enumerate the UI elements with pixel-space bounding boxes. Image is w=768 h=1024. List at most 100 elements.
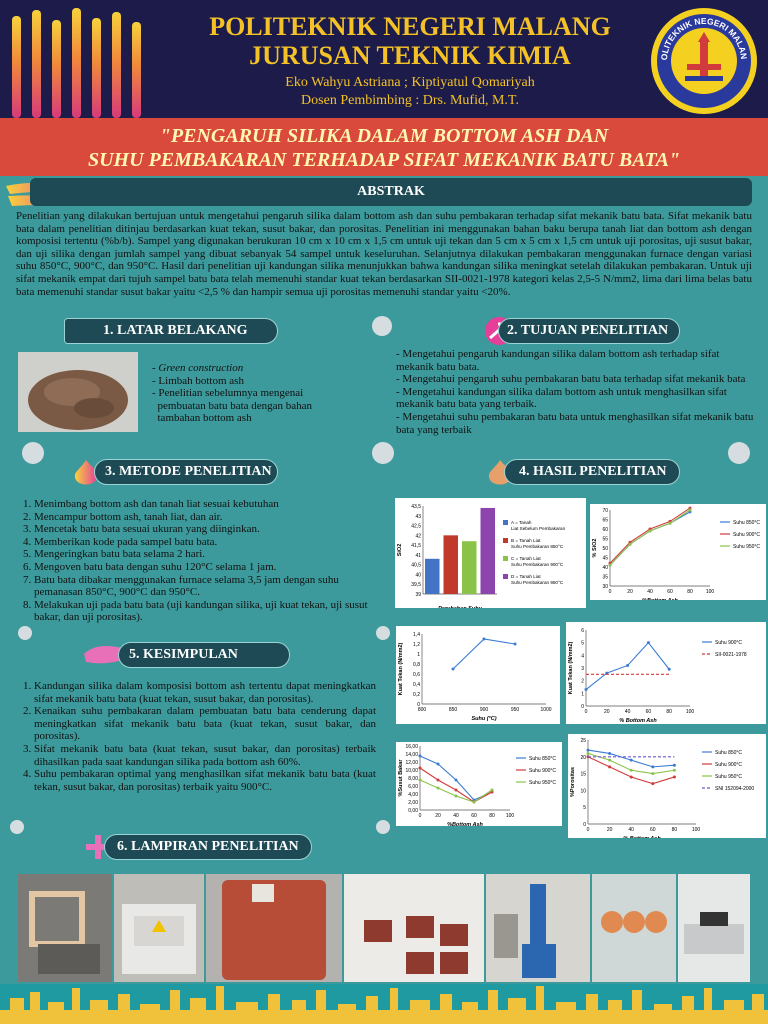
x-axis-label: %Bottom Ash bbox=[447, 822, 483, 826]
series-line bbox=[587, 749, 675, 768]
advisor: Dosen Pembimbing : Drs. Mufid, M.T. bbox=[301, 93, 519, 108]
tujuan-heading-text: 2. TUJUAN PENELITIAN bbox=[507, 323, 669, 338]
chart-silika-bar: 43,5 43 42,5 42 41,5 41 40,5 40 39,5 39 SiO2 Peruba… bbox=[397, 504, 566, 612]
series-line bbox=[419, 755, 493, 801]
metode-step: Memberikan kode pada sampel batu bata. bbox=[34, 536, 376, 549]
y-tick-label: 6,00 bbox=[408, 784, 418, 790]
divider-dot bbox=[10, 820, 24, 834]
x-tick-label: 60 bbox=[650, 827, 656, 833]
x-tick-label: 0 bbox=[609, 589, 612, 595]
x-tick-label: 80 bbox=[672, 827, 678, 833]
sample-bricks-photo bbox=[344, 874, 484, 982]
kesimpulan-heading-text: 5. KESIMPULAN bbox=[129, 647, 238, 662]
legend-label: Suhu 900°C bbox=[715, 640, 742, 646]
lampiran-heading: 6. LAMPIRAN PENELITIAN bbox=[104, 834, 312, 860]
data-point bbox=[688, 508, 692, 512]
legend-label: Suhu 900°C bbox=[715, 762, 742, 768]
x-tick-label: 20 bbox=[435, 813, 441, 819]
x-axis-label: % Bottom Ash bbox=[623, 836, 661, 838]
chart-card-sio2: 70 65 60 55 50 45 40 35 30 % SiO2 %Bottom Ash 0 20 40… bbox=[590, 504, 766, 604]
legend-label: Suhu Pembakaran 850°C bbox=[511, 544, 564, 549]
metode-step: Mengoven batu bata dengan suhu 120°C sel… bbox=[34, 561, 376, 574]
x-tick-label: 900 bbox=[480, 707, 489, 713]
lab-equipment-photo bbox=[678, 874, 750, 982]
data-point bbox=[651, 772, 655, 776]
data-point bbox=[482, 637, 486, 641]
y-tick-label: 16,00 bbox=[405, 744, 418, 750]
y-tick-label: 20 bbox=[580, 755, 586, 761]
y-tick-label: 35 bbox=[602, 575, 608, 581]
hasil-heading: 4. HASIL PENELITIAN bbox=[504, 459, 680, 485]
legend-label: A = Tanah bbox=[511, 520, 532, 525]
y-axis-label: Kuat Tekan (N/mm2) bbox=[568, 641, 574, 694]
bar bbox=[425, 558, 440, 594]
y-tick-label: 6 bbox=[581, 628, 584, 634]
data-point bbox=[584, 688, 588, 692]
latar-item: - Penelitian sebelumnya mengenai bbox=[152, 387, 304, 400]
x-axis-label: %Bottom Ash bbox=[642, 598, 678, 600]
y-tick-label: 1 bbox=[417, 652, 420, 658]
data-point bbox=[451, 667, 455, 671]
porosity-samples-photo bbox=[592, 874, 676, 982]
data-point bbox=[586, 748, 590, 752]
y-tick-label: 0 bbox=[581, 704, 584, 710]
data-point bbox=[646, 641, 650, 645]
x-tick-label: 850 bbox=[449, 707, 458, 713]
x-tick-label: 100 bbox=[686, 709, 695, 715]
x-tick-label: 950 bbox=[511, 707, 520, 713]
kesimpulan-heading: 5. KESIMPULAN bbox=[118, 642, 290, 668]
y-tick-label: 10,00 bbox=[405, 768, 418, 774]
kesimpulan-item: Kenaikan suhu pembakaran dalam pembuatan… bbox=[34, 705, 376, 743]
x-tick-label: 40 bbox=[647, 589, 653, 595]
data-point bbox=[629, 758, 633, 762]
legend-label: Suhu 950°C bbox=[529, 780, 556, 786]
x-tick-label: 40 bbox=[628, 827, 634, 833]
data-point bbox=[672, 768, 676, 772]
x-tick-label: 0 bbox=[419, 813, 422, 819]
legend-label: SII-0021-1978 bbox=[715, 652, 747, 658]
legend-label: C = Tanah Liat bbox=[511, 556, 541, 561]
latar-item: tambahan bottom ash bbox=[152, 412, 252, 425]
legend-label: Suhu 900°C bbox=[529, 768, 556, 774]
data-point bbox=[672, 763, 676, 767]
legend-label: Suhu 950°C bbox=[715, 774, 742, 780]
polinema-logo: POLITEKNIK NEGERI MALANG bbox=[649, 6, 757, 114]
y-tick-label: 15 bbox=[580, 772, 586, 778]
kesimpulan-item: Sifat mekanik batu bata (kuat tekan, sus… bbox=[34, 743, 376, 768]
chart-card-susut: 16,00 14,00 12,00 10,00 8,00 6,00 4,00 2,00 0,00… bbox=[396, 742, 562, 828]
latar-item: - Green construction bbox=[152, 362, 244, 374]
x-tick-label: 0 bbox=[587, 827, 590, 833]
y-tick-label: 8,00 bbox=[408, 776, 418, 782]
metode-heading-text: 3. METODE PENELITIAN bbox=[105, 464, 272, 479]
chart-card-porositas: 25 20 15 10 5 0 %Porositas % Bottom Ash 0 20 40 60 8… bbox=[568, 734, 766, 842]
data-point bbox=[672, 775, 676, 779]
divider-dot bbox=[376, 820, 390, 834]
x-axis-label: % Bottom Ash bbox=[619, 718, 657, 724]
lampiran-heading-text: 6. LAMPIRAN PENELITIAN bbox=[117, 839, 299, 854]
data-point bbox=[667, 667, 671, 671]
y-tick-label: 45 bbox=[602, 556, 608, 562]
latar-item: pembuatan batu bata dengan bahan bbox=[152, 399, 313, 412]
x-tick-label: 1000 bbox=[540, 707, 551, 713]
y-tick-label: 12,00 bbox=[405, 760, 418, 766]
y-tick-label: 1,4 bbox=[413, 632, 420, 638]
x-tick-label: 60 bbox=[667, 589, 673, 595]
y-tick-label: 5 bbox=[583, 805, 586, 811]
y-tick-label: 2 bbox=[581, 679, 584, 685]
authors: Eko Wahyu Astriana ; Kiptiyatul Qomariya… bbox=[285, 75, 535, 90]
chart-susut-bakar: 16,00 14,00 12,00 10,00 8,00 6,00 4,00 2,00 0,00… bbox=[398, 744, 556, 828]
x-tick-label: 800 bbox=[418, 707, 427, 713]
y-tick-label: 1 bbox=[581, 691, 584, 697]
bar bbox=[462, 541, 477, 594]
metode-step: Mengeringkan batu bata selama 2 hari. bbox=[34, 548, 376, 561]
y-tick-label: 0,00 bbox=[408, 808, 418, 814]
latar-list: - Green construction - Limbah bottom ash… bbox=[152, 362, 352, 425]
tujuan-item: - Mengetahui pengaruh suhu pembakaran ba… bbox=[396, 373, 746, 386]
data-point bbox=[490, 788, 494, 792]
chart-card-kuat-suhu: 1,4 1,2 1 0,8 0,6 0,4 0,2 0 Kuat Tekan (N/mm2) Su… bbox=[396, 626, 560, 724]
x-tick-label: 60 bbox=[646, 709, 652, 715]
tujuan-item: - Mengetahui pengaruh kandungan silika d… bbox=[396, 348, 720, 373]
metode-list: Menimbang bottom ash dan tanah liat sesu… bbox=[16, 498, 376, 624]
x-tick-label: 100 bbox=[506, 813, 515, 819]
x-axis-label: Perubahan Suhu bbox=[438, 606, 482, 608]
